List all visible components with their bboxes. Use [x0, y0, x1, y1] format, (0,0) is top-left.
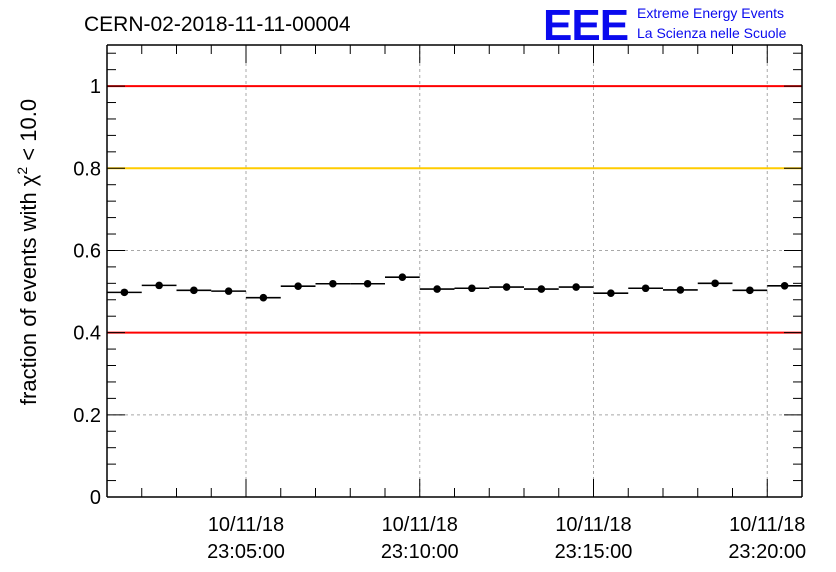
logo-line-2: La Scienza nelle Scuole [637, 25, 787, 41]
data-point [663, 286, 698, 294]
data-point [558, 283, 594, 291]
point-marker [641, 284, 650, 293]
data-point [524, 285, 559, 293]
x-tick-label-date: 10/11/18 [208, 514, 284, 536]
y-axis-label-prefix: fraction of events with [16, 186, 41, 405]
point-marker [224, 287, 233, 295]
point-marker [607, 289, 615, 297]
y-axis-label-sup: 2 [14, 167, 30, 175]
point-marker [572, 283, 580, 291]
x-tick-label-time: 23:20:00 [728, 541, 806, 563]
point-marker [190, 286, 198, 295]
logo-mark: EEE [543, 1, 628, 50]
data-point [489, 283, 524, 291]
y-tick-label: 0.6 [73, 240, 101, 262]
y-tick-label: 1 [90, 76, 101, 98]
point-marker [398, 273, 407, 281]
chart-title: CERN-02-2018-11-11-00004 [84, 13, 351, 36]
data-point [350, 279, 385, 288]
data-point [211, 287, 246, 295]
x-tick-label-date: 10/11/18 [555, 514, 631, 536]
point-marker [537, 285, 546, 293]
y-axis-label-suffix: < 10.0 [16, 99, 41, 167]
data-point [593, 289, 629, 297]
y-tick-label: 0.8 [73, 158, 101, 180]
point-marker [363, 279, 372, 288]
data-point [107, 288, 142, 297]
point-marker [329, 279, 337, 288]
grid [107, 45, 802, 497]
point-marker [780, 281, 789, 290]
data-point [246, 293, 281, 302]
point-marker [294, 282, 302, 291]
point-marker [711, 279, 719, 288]
point-marker [502, 283, 511, 291]
point-marker [676, 286, 685, 294]
logo-line-1: Extreme Energy Events [637, 5, 784, 21]
reference-lines [107, 85, 802, 334]
data-point [732, 286, 768, 295]
data-point [280, 282, 316, 291]
data-point [628, 284, 663, 293]
point-marker [433, 285, 441, 293]
y-tick-label: 0 [90, 487, 101, 509]
data-point [315, 279, 351, 288]
y-tick-labels: 0 0.2 0.4 0.6 0.8 1 [73, 76, 101, 509]
point-marker [120, 288, 129, 297]
x-tick-label-date: 10/11/18 [729, 514, 805, 536]
data-point [385, 273, 420, 281]
data-points [107, 273, 802, 302]
data-point [419, 285, 455, 293]
point-marker [259, 293, 268, 302]
x-tick-label-date: 10/11/18 [382, 514, 458, 536]
x-tick-label-time: 23:10:00 [381, 541, 459, 563]
data-point [454, 284, 490, 293]
y-axis-label-symbol: χ [16, 174, 41, 186]
x-tick-label-time: 23:15:00 [555, 541, 633, 563]
axes [106, 44, 803, 498]
eee-logo: EEE Extreme Energy Events La Scienza nel… [543, 1, 787, 50]
y-axis-label: fraction of events with χ2 < 10.0 [14, 99, 41, 405]
y-tick-label: 0.2 [73, 405, 101, 427]
x-tick-labels: 10/11/18 23:05:00 10/11/18 23:10:00 10/11/18… [207, 514, 806, 563]
data-point [767, 281, 802, 290]
data-point [176, 286, 212, 295]
data-point [697, 279, 733, 288]
point-marker [468, 284, 476, 293]
data-point [141, 281, 177, 290]
y-tick-label: 0.4 [73, 323, 101, 345]
x-tick-label-time: 23:05:00 [207, 541, 285, 563]
point-marker [746, 286, 754, 295]
point-marker [155, 281, 163, 290]
